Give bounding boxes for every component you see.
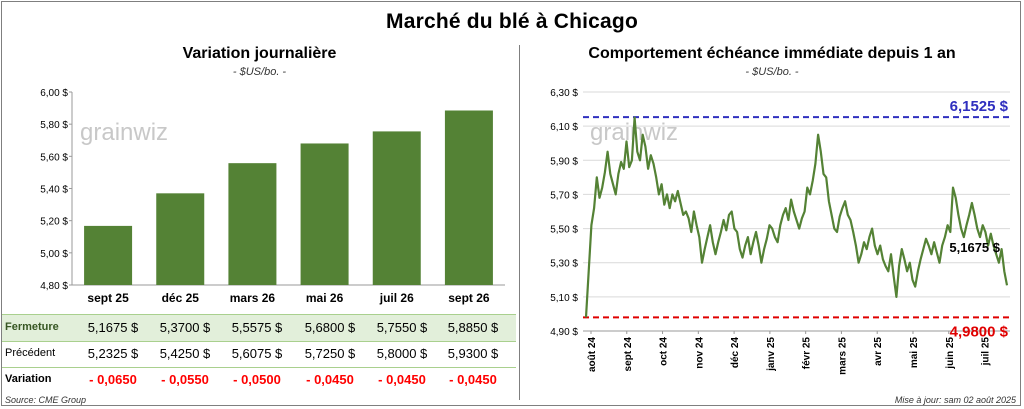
- series-line: [584, 116, 1009, 318]
- table-cell: - 0,0450: [449, 372, 497, 387]
- table-cell: - 0,0450: [306, 372, 354, 387]
- bar: [300, 143, 349, 285]
- table-cell: 5,6075 $: [231, 346, 283, 361]
- table-cell: 5,7550 $: [376, 320, 428, 335]
- table-cell: 5,1675 $: [87, 320, 139, 335]
- page-title: Marché du blé à Chicago: [386, 10, 638, 33]
- row-label: Fermeture: [5, 321, 59, 333]
- x-tick-label: mars 26: [230, 291, 276, 305]
- table-cell: - 0,0450: [378, 372, 426, 387]
- x-tick-label: mai 26: [306, 291, 344, 305]
- table-cell: 5,6800 $: [304, 320, 356, 335]
- bar: [372, 131, 421, 285]
- y-tick-label: 6,30 $: [550, 88, 578, 99]
- right-subtitle: Comportement échéance immédiate depuis 1…: [588, 45, 956, 62]
- x-tick-label: juil 26: [379, 291, 414, 305]
- left-subtitle: Variation journalière: [182, 45, 337, 62]
- bar: [84, 225, 133, 285]
- y-tick-label: 5,30 $: [550, 259, 578, 270]
- x-tick-label: sept 24: [623, 337, 634, 372]
- y-tick-label: 4,90 $: [550, 327, 578, 338]
- x-tick-label: juil 25: [981, 337, 992, 367]
- y-tick-label: 5,20 $: [40, 217, 68, 228]
- x-tick-label: mai 25: [909, 337, 920, 369]
- table-cell: 5,7250 $: [304, 346, 356, 361]
- left-unit: - $US/bo. -: [232, 66, 287, 78]
- panel-divider: [519, 45, 520, 400]
- x-tick-label: déc 25: [162, 291, 200, 305]
- y-tick-label: 6,00 $: [40, 88, 68, 99]
- y-tick-label: 4,80 $: [40, 281, 68, 292]
- x-tick-label: juin 25: [945, 337, 956, 370]
- x-tick-label: déc 24: [730, 337, 741, 369]
- x-tick-label: nov 24: [694, 337, 705, 369]
- y-tick-label: 5,40 $: [40, 185, 68, 196]
- table-cell: - 0,0500: [233, 372, 281, 387]
- x-tick-label: févr 25: [802, 337, 813, 370]
- y-tick-label: 5,90 $: [550, 156, 578, 167]
- table-cell: 5,5575 $: [231, 320, 283, 335]
- y-tick-label: 5,10 $: [550, 293, 578, 304]
- x-tick-label: mars 25: [837, 337, 848, 375]
- x-tick-label: avr 25: [873, 337, 884, 366]
- watermark-logo: grainwiz: [80, 119, 168, 146]
- update-note: Mise à jour: sam 02 août 2025: [894, 395, 1016, 405]
- table-cell: - 0,0550: [161, 372, 209, 387]
- y-tick-label: 5,50 $: [550, 225, 578, 236]
- x-tick-label: sept 25: [87, 291, 129, 305]
- table-row-variation: Variation - 0,0650 - 0,0550 - 0,0500 - 0…: [2, 367, 516, 393]
- y-tick-label: 5,70 $: [550, 190, 578, 201]
- table-row-close: Fermeture 5,1675 $ 5,3700 $ 5,5575 $ 5,6…: [2, 314, 516, 342]
- bar: [156, 193, 205, 285]
- bar: [228, 163, 277, 285]
- table-cell: 5,8000 $: [376, 346, 428, 361]
- right-unit: - $US/bo. -: [745, 66, 799, 78]
- last-value-label: 5,1675 $: [949, 240, 1000, 255]
- x-tick-label: août 24: [587, 337, 598, 372]
- x-tick-label: sept 26: [448, 291, 490, 305]
- table-row-previous: Précédent 5,2325 $ 5,4250 $ 5,6075 $ 5,7…: [2, 341, 516, 368]
- table-cell: 5,9300 $: [447, 346, 499, 361]
- x-tick-label: janv 25: [766, 337, 777, 372]
- y-tick-label: 5,60 $: [40, 152, 68, 163]
- source-note: Source: CME Group: [5, 395, 87, 405]
- bar-chart: grainwiz 4,80 $ 5,00 $ 5,20 $ 5,40 $ 5,60 $ 5,…: [40, 88, 505, 305]
- table-cell: - 0,0650: [89, 372, 137, 387]
- row-label: Variation: [5, 373, 52, 385]
- bar: [444, 110, 493, 285]
- row-label: Précédent: [5, 347, 56, 359]
- table-cell: 5,8850 $: [447, 320, 499, 335]
- y-tick-label: 6,10 $: [550, 122, 578, 133]
- y-tick-label: 5,80 $: [40, 120, 68, 131]
- max-value-label: 6,1525 $: [950, 98, 1009, 115]
- x-tick-label: oct 24: [659, 337, 670, 366]
- table-cell: 5,2325 $: [87, 346, 139, 361]
- y-tick-label: 5,00 $: [40, 249, 68, 260]
- table-cell: 5,4250 $: [159, 346, 211, 361]
- table-cell: 5,3700 $: [159, 320, 211, 335]
- min-value-label: 4,9800 $: [950, 323, 1009, 340]
